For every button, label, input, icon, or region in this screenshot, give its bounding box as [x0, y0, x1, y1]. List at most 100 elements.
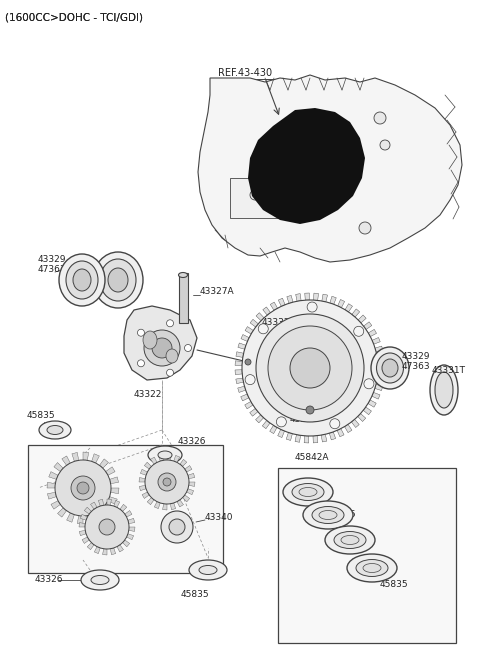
Ellipse shape [299, 487, 317, 497]
Circle shape [256, 314, 364, 422]
Circle shape [354, 326, 364, 337]
Polygon shape [368, 400, 376, 407]
Polygon shape [98, 499, 104, 506]
Polygon shape [127, 534, 133, 540]
Text: 43322: 43322 [134, 390, 162, 399]
Polygon shape [128, 518, 135, 523]
Polygon shape [248, 108, 365, 224]
Polygon shape [79, 523, 85, 527]
Polygon shape [256, 313, 264, 321]
Polygon shape [109, 477, 119, 483]
Polygon shape [375, 346, 383, 352]
Polygon shape [147, 497, 154, 504]
Polygon shape [351, 419, 359, 428]
Polygon shape [120, 504, 127, 512]
Polygon shape [295, 435, 300, 442]
Text: (1600CC>DOHC - TCI/GDI): (1600CC>DOHC - TCI/GDI) [5, 12, 143, 22]
Polygon shape [180, 459, 187, 466]
Polygon shape [304, 436, 309, 443]
Polygon shape [103, 504, 112, 514]
Polygon shape [363, 407, 372, 415]
Polygon shape [67, 513, 74, 522]
Polygon shape [372, 392, 380, 399]
Polygon shape [305, 293, 310, 300]
Ellipse shape [143, 331, 157, 349]
Polygon shape [48, 493, 56, 499]
Text: REF.43-430: REF.43-430 [218, 68, 272, 78]
Circle shape [330, 419, 340, 429]
Polygon shape [99, 459, 108, 468]
Ellipse shape [148, 446, 182, 464]
Circle shape [71, 476, 95, 500]
Text: 43329
47363: 43329 47363 [402, 352, 431, 371]
Ellipse shape [189, 560, 227, 580]
Polygon shape [313, 293, 319, 300]
Polygon shape [250, 319, 258, 327]
Circle shape [158, 473, 176, 491]
Polygon shape [337, 300, 345, 308]
Polygon shape [158, 455, 164, 461]
Polygon shape [262, 420, 270, 428]
Polygon shape [241, 335, 249, 341]
Ellipse shape [73, 269, 91, 291]
Polygon shape [187, 489, 193, 495]
Ellipse shape [341, 535, 359, 544]
Text: 43332: 43332 [285, 350, 313, 359]
Polygon shape [111, 488, 119, 493]
Polygon shape [117, 544, 123, 552]
Circle shape [184, 344, 192, 352]
Polygon shape [329, 432, 336, 440]
Circle shape [374, 112, 386, 124]
Circle shape [242, 300, 378, 436]
Bar [278, 468, 456, 643]
Ellipse shape [283, 478, 333, 506]
Polygon shape [80, 514, 87, 520]
Polygon shape [83, 452, 89, 461]
Polygon shape [54, 462, 63, 472]
Polygon shape [62, 456, 70, 465]
Text: 43340: 43340 [205, 514, 233, 522]
Circle shape [290, 348, 330, 388]
Ellipse shape [303, 501, 353, 529]
Polygon shape [96, 510, 104, 520]
Circle shape [167, 319, 174, 327]
Circle shape [85, 505, 129, 549]
Text: 43213: 43213 [290, 415, 319, 424]
Polygon shape [245, 401, 253, 409]
Text: 43332: 43332 [262, 318, 290, 327]
Polygon shape [77, 516, 83, 524]
Ellipse shape [81, 570, 119, 590]
Polygon shape [235, 370, 242, 375]
Text: 45835: 45835 [180, 590, 209, 599]
Polygon shape [278, 298, 285, 306]
Polygon shape [278, 430, 285, 438]
Polygon shape [368, 329, 376, 337]
Circle shape [161, 511, 193, 543]
Polygon shape [352, 309, 360, 317]
Polygon shape [287, 295, 293, 303]
Circle shape [99, 519, 115, 535]
Ellipse shape [382, 359, 398, 377]
Polygon shape [82, 537, 89, 543]
Circle shape [245, 359, 251, 365]
Circle shape [364, 379, 374, 389]
Circle shape [144, 330, 180, 366]
Polygon shape [358, 315, 366, 323]
Circle shape [169, 519, 185, 535]
Ellipse shape [430, 365, 458, 415]
Text: 43331T: 43331T [432, 366, 466, 375]
Polygon shape [167, 454, 171, 461]
Ellipse shape [59, 254, 105, 306]
Polygon shape [375, 384, 383, 390]
Text: 43625B: 43625B [74, 268, 108, 277]
Polygon shape [91, 502, 97, 509]
Polygon shape [139, 485, 146, 491]
Ellipse shape [93, 252, 143, 308]
Circle shape [55, 460, 111, 516]
Polygon shape [163, 504, 167, 510]
Ellipse shape [376, 353, 404, 383]
Polygon shape [124, 306, 197, 380]
Bar [230, 178, 278, 218]
Text: 45835: 45835 [328, 510, 357, 519]
Polygon shape [245, 327, 253, 334]
